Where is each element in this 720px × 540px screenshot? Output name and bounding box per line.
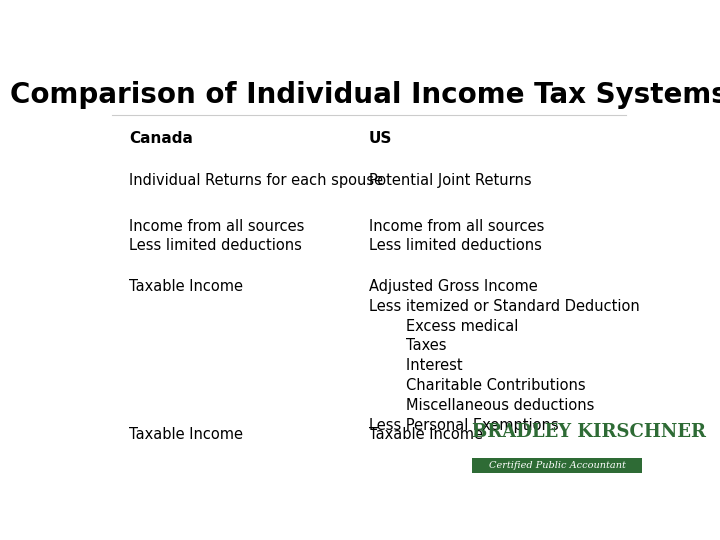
Text: Income from all sources
Less limited deductions: Income from all sources Less limited ded… xyxy=(129,219,305,253)
Text: Comparison of Individual Income Tax Systems: Comparison of Individual Income Tax Syst… xyxy=(10,82,720,110)
Text: Taxable Income: Taxable Income xyxy=(129,427,243,442)
Text: Adjusted Gross Income
Less itemized or Standard Deduction
        Excess medical: Adjusted Gross Income Less itemized or S… xyxy=(369,279,640,433)
Text: Income from all sources
Less limited deductions: Income from all sources Less limited ded… xyxy=(369,219,544,253)
Text: Certified Public Accountant: Certified Public Accountant xyxy=(489,461,626,470)
Text: BRADLEY KIRSCHNER: BRADLEY KIRSCHNER xyxy=(472,423,706,441)
Text: Potential Joint Returns: Potential Joint Returns xyxy=(369,173,531,188)
FancyBboxPatch shape xyxy=(472,458,642,473)
Text: Individual Returns for each spouse: Individual Returns for each spouse xyxy=(129,173,383,188)
Text: Taxable Income: Taxable Income xyxy=(369,427,483,442)
Text: Taxable Income: Taxable Income xyxy=(129,279,243,294)
Text: US: US xyxy=(369,131,392,146)
Text: Canada: Canada xyxy=(129,131,193,146)
